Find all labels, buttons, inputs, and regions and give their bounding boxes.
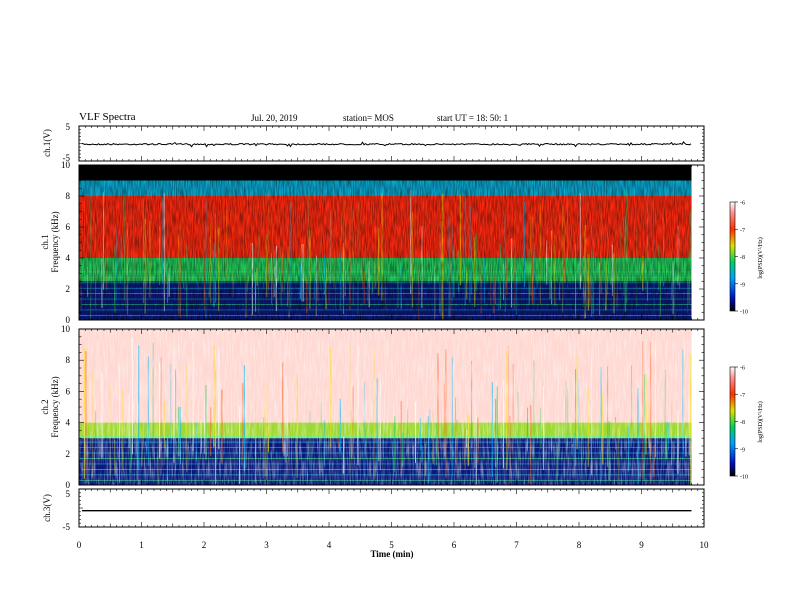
x-axis-label: Time (min) — [370, 549, 413, 559]
ch1-colorbar-scale — [729, 201, 736, 312]
x-tick-label: 1 — [139, 540, 144, 550]
ch1-colorbar-tick-label: -6 — [740, 201, 745, 207]
x-tick-label: 8 — [577, 540, 582, 550]
ch1-waveform-ylabel: ch.1(V) — [42, 129, 52, 157]
ch2-spec-ytick-label: 10 — [61, 324, 71, 334]
ch1-spec-ytick-label: 0 — [66, 315, 71, 325]
ch2-colorbar-tick-label: -6 — [740, 366, 745, 372]
ch2-colorbar-tick-label: -9 — [740, 447, 745, 453]
ch3-waveform-ylabel: ch.3(V) — [42, 494, 52, 522]
station-label: station= MOS — [343, 113, 394, 123]
ch3-ytick-bottom: -5 — [63, 522, 71, 532]
ch2-frequency-ylabel: Frequency (kHz) — [50, 376, 60, 437]
date-label: Jul. 20, 2019 — [251, 113, 298, 123]
x-tick-label: 2 — [202, 540, 207, 550]
ch1-ytick-bottom: -5 — [63, 153, 71, 163]
ch1-colorbar-label: log(PSD)(V²/Hz) — [757, 237, 764, 278]
ch2-colorbar-tick-label: -10 — [740, 475, 748, 481]
ch2-colorbar-label: log(PSD)(V²/Hz) — [757, 401, 764, 442]
x-tick-label: 4 — [327, 540, 332, 550]
ch1-frequency-ylabel: Frequency (kHz) — [50, 211, 60, 272]
ch1-spec-ytick-label: 6 — [66, 222, 71, 232]
figure-title: VLF Spectra — [79, 111, 136, 123]
x-tick-label: 10 — [700, 540, 710, 550]
ch2-channel-label: ch.2 — [40, 399, 50, 414]
ch1-colorbar-tick-label: -9 — [740, 282, 745, 288]
ch2-colorbar-scale — [729, 366, 736, 477]
ch1-spec-ytick-label: 2 — [66, 284, 71, 294]
x-tick-label: 6 — [452, 540, 457, 550]
ch2-colorbar-tick-label: -7 — [740, 393, 745, 399]
ch1-colorbar-tick-label: -7 — [740, 228, 745, 234]
ch2-spec-ytick-label: 6 — [66, 386, 71, 396]
ch2-spec-ytick-label: 0 — [66, 480, 71, 490]
start-time-label: start UT = 18: 50: 1 — [437, 113, 509, 123]
ch1-spec-ytick-label: 4 — [66, 253, 71, 263]
x-tick-label: 9 — [639, 540, 644, 550]
x-tick-label: 3 — [264, 540, 269, 550]
ch2-spec-ytick-label: 8 — [66, 355, 71, 365]
ch2-colorbar: -6 -7 -8 -9 -10 log(PSD)(V²/Hz) — [729, 366, 764, 481]
ch1-colorbar: -6 -7 -8 -9 -10 log(PSD)(V²/Hz) — [729, 201, 764, 316]
ch1-spectrogram-panel: 0 2 4 6 8 10 ch.1 Frequency (kHz) — [40, 160, 705, 325]
ch3-waveform-panel: 5 -5 ch.3(V) 0 1 2 3 4 5 6 7 8 9 10 Time (min) — [42, 488, 710, 559]
ch2-spec-ytick-label: 2 — [66, 449, 71, 459]
ch1-ytick-top: 5 — [66, 122, 71, 132]
ch1-colorbar-tick-label: -8 — [740, 255, 745, 261]
ch1-colorbar-tick-label: -10 — [740, 310, 748, 316]
ch2-colorbar-tick-label: -8 — [740, 420, 745, 426]
x-tick-label: 7 — [514, 540, 519, 550]
ch3-ytick-top: 5 — [66, 489, 71, 499]
ch1-spec-noise — [79, 165, 692, 320]
ch1-waveform-panel: 5 -5 ch.1(V) — [42, 122, 705, 163]
ch1-channel-label: ch.1 — [40, 234, 50, 249]
ch2-spec-ytick-label: 4 — [66, 418, 71, 428]
ch1-spec-ytick-label: 8 — [66, 191, 71, 201]
ch1-waveform-trace — [81, 141, 692, 148]
ch2-spec-noise — [79, 329, 692, 485]
ch3-waveform-frame — [78, 488, 705, 528]
ch2-spectrogram-panel: 0 2 4 6 8 10 ch.2 Frequency (kHz) — [40, 324, 705, 490]
x-tick-label: 0 — [77, 540, 82, 550]
x-tick-label: 5 — [389, 540, 394, 550]
ch1-waveform-frame — [78, 125, 705, 162]
ch1-spec-ytick-label: 10 — [61, 160, 71, 170]
